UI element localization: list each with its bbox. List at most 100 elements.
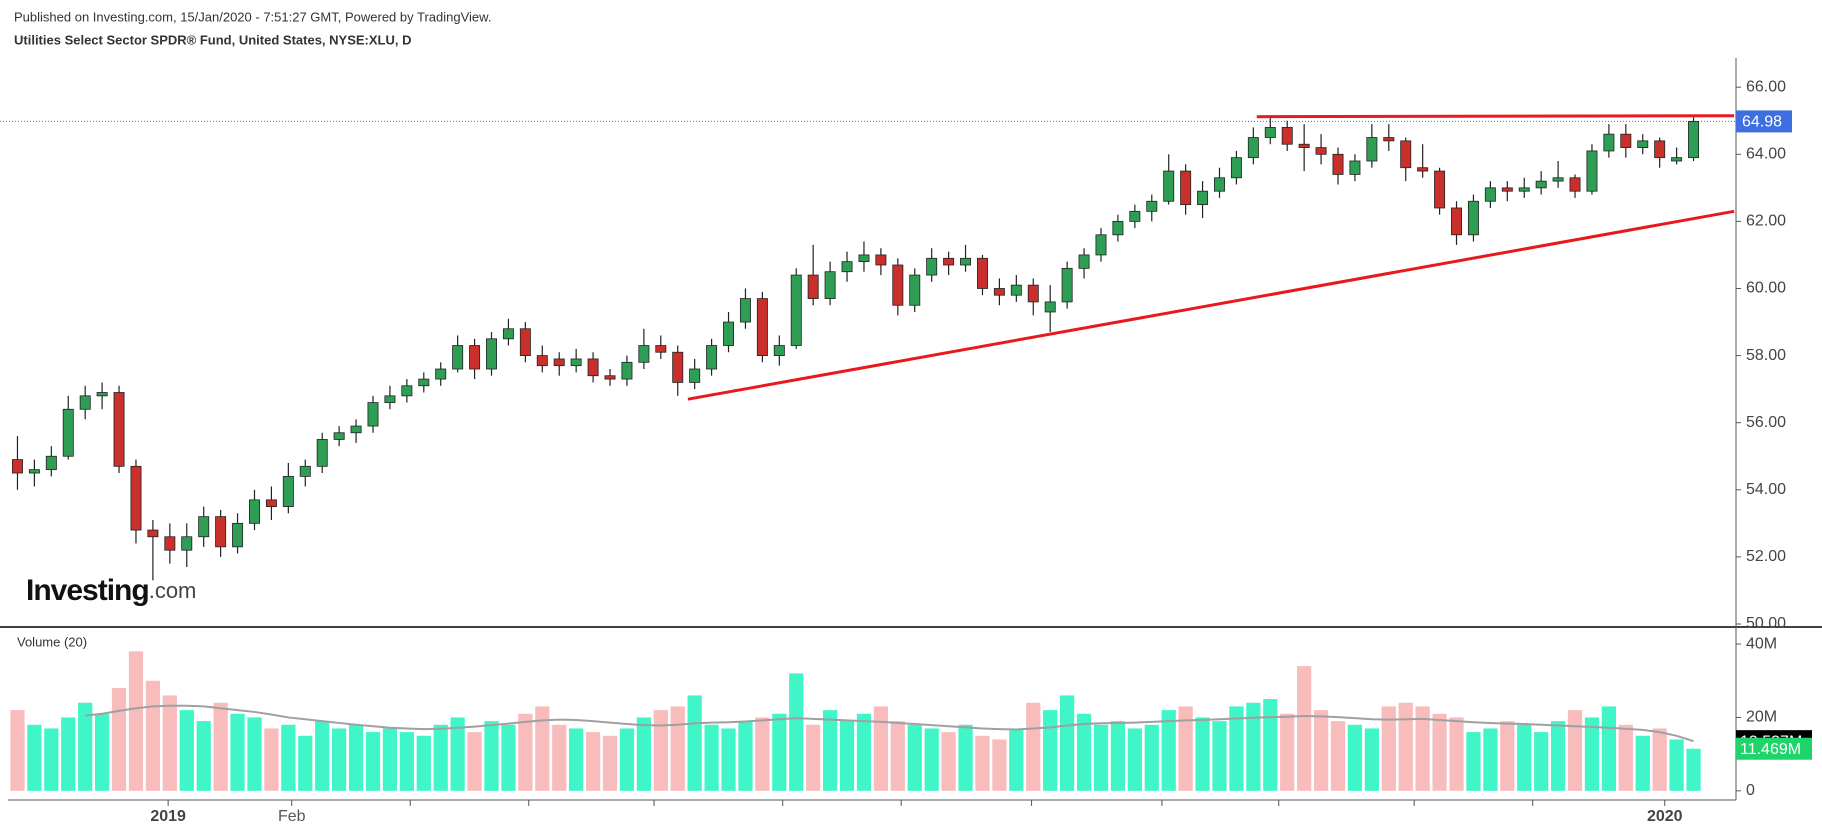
- candle-body: [1264, 127, 1276, 138]
- candle-body: [469, 345, 481, 370]
- volume-bar: [1297, 666, 1312, 791]
- candle-body: [824, 271, 836, 299]
- candle-body: [1569, 177, 1581, 192]
- volume-bar: [111, 688, 127, 791]
- candle-body: [232, 522, 244, 548]
- candle-body: [621, 361, 633, 380]
- volume-bar: [975, 735, 990, 791]
- candle-body: [164, 536, 176, 551]
- volume-bar: [1195, 717, 1210, 791]
- volume-bar: [1601, 706, 1616, 791]
- volume-bar: [653, 710, 668, 791]
- volume-bar: [924, 728, 939, 791]
- candle-body: [1366, 137, 1378, 162]
- candle-body: [1501, 187, 1513, 192]
- candle-body: [1484, 187, 1496, 202]
- volume-bar: [1584, 717, 1600, 791]
- candle-body: [1044, 301, 1056, 313]
- candle-body: [28, 469, 40, 474]
- volume-bar: [1517, 724, 1532, 791]
- volume-bar: [467, 732, 482, 791]
- volume-bar: [196, 721, 211, 791]
- volume-bar: [907, 724, 922, 791]
- candle-body: [1637, 140, 1649, 148]
- candle-body: [553, 358, 565, 367]
- x-tick-label: Feb: [278, 808, 306, 825]
- volume-bar: [1060, 695, 1075, 791]
- volume-bar: [670, 706, 685, 791]
- volume-bar: [772, 713, 787, 791]
- candle-body: [570, 358, 582, 367]
- candle-body: [384, 395, 396, 403]
- candle-body: [587, 358, 599, 377]
- volume-bar: [247, 717, 262, 791]
- volume-bar: [602, 735, 618, 791]
- candle-body: [79, 395, 91, 410]
- volume-bar: [179, 710, 194, 791]
- volume-bar: [569, 728, 584, 791]
- logo-main: Investing: [26, 574, 149, 607]
- volume-bar: [1263, 699, 1278, 791]
- volume-bar: [839, 721, 855, 791]
- volume-bar: [585, 732, 601, 791]
- candle-body: [1671, 157, 1683, 162]
- candle-body: [1163, 170, 1175, 202]
- candle-body: [486, 338, 497, 370]
- volume-bar: [78, 702, 93, 791]
- volume-bar: [518, 713, 533, 791]
- candle-body: [435, 368, 447, 380]
- volume-bar: [433, 724, 448, 791]
- candle-body: [739, 298, 751, 323]
- volume-bar: [1212, 721, 1227, 791]
- candle-body: [960, 257, 972, 266]
- candle-body: [249, 499, 260, 524]
- y-tick-label: 50.00: [1746, 615, 1786, 632]
- y-tick-label: 54.00: [1746, 481, 1786, 498]
- volume-bar: [1686, 748, 1701, 791]
- candle-body: [1146, 200, 1158, 212]
- volume-tag-label: 11.469M: [1740, 741, 1801, 758]
- volume-bar: [636, 717, 651, 791]
- candle-body: [689, 368, 701, 383]
- candle-body: [1451, 207, 1462, 236]
- volume-bar: [1364, 728, 1379, 791]
- candle-body: [1247, 137, 1259, 159]
- candle-body: [519, 328, 531, 356]
- published-note: Published on Investing.com, 15/Jan/2020 …: [14, 9, 491, 24]
- candle-body: [198, 516, 210, 538]
- volume-bar: [789, 673, 804, 791]
- volume-bar: [501, 724, 516, 791]
- candle-body: [1552, 177, 1564, 182]
- candle-body: [45, 455, 57, 471]
- last-price-tag: [1736, 110, 1792, 133]
- candle-body: [181, 536, 193, 551]
- candle-body: [333, 432, 345, 440]
- candle-body: [1349, 160, 1361, 175]
- candle-body: [401, 385, 413, 397]
- volume-bar: [264, 728, 279, 791]
- candle-body: [1281, 127, 1293, 145]
- candle-body: [1027, 284, 1039, 303]
- volume-bar: [450, 717, 465, 791]
- volume-bar: [1534, 732, 1549, 791]
- candle-body: [1400, 140, 1412, 169]
- volume-bar: [1229, 706, 1244, 791]
- volume-bar: [95, 713, 110, 791]
- candle-body: [215, 516, 227, 548]
- volume-bar: [1076, 713, 1092, 791]
- candle-body: [723, 321, 735, 346]
- volume-bar: [552, 724, 567, 791]
- volume-bar: [10, 710, 25, 791]
- candle-body: [638, 345, 650, 363]
- volume-bar: [1500, 721, 1515, 791]
- volume-bar: [941, 732, 956, 791]
- volume-bar: [298, 735, 313, 791]
- volume-bar: [230, 713, 245, 791]
- volume-bar: [704, 724, 719, 791]
- candle-body: [11, 459, 23, 474]
- y-tick-label: 66.00: [1746, 78, 1786, 95]
- volume-bar: [1127, 728, 1142, 791]
- candle-body: [1586, 150, 1598, 192]
